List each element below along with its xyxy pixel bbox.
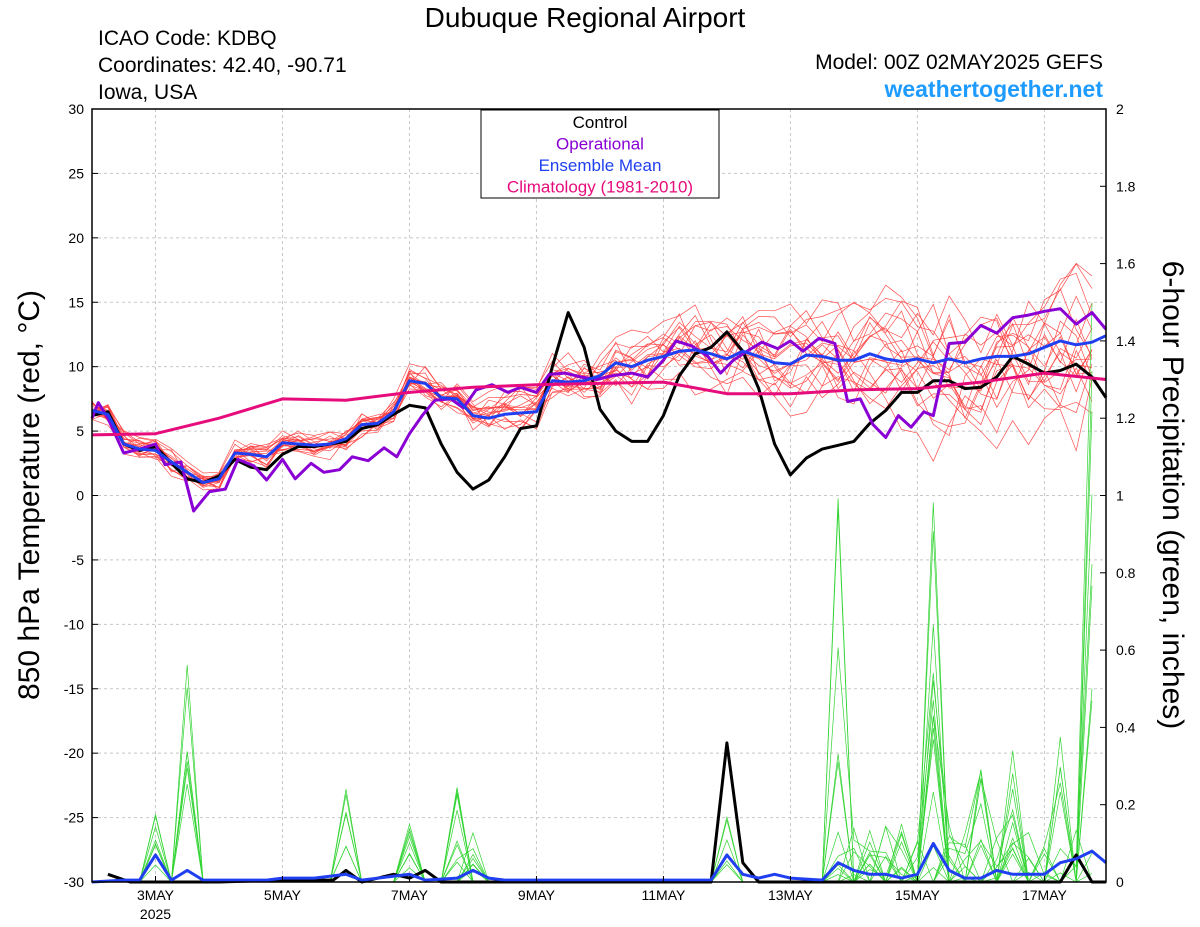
y-tick-label: 15 (68, 294, 84, 310)
precip-member-line (92, 494, 1093, 883)
legend-entry: Climatology (1981-2010) (507, 178, 693, 197)
y2-tick-label: 1.4 (1116, 333, 1136, 349)
y-tick-label: -20 (64, 745, 84, 761)
temp-member-line (91, 272, 1093, 478)
axes: -30-25-20-15-10-505101520253000.20.40.60… (64, 101, 1136, 922)
y2-tick-label: 0.2 (1116, 797, 1136, 813)
y2-tick-label: 1.8 (1116, 178, 1136, 194)
y2-tick-label: 0.8 (1116, 565, 1136, 581)
precip-member-line (92, 778, 1093, 883)
y-tick-label: -5 (72, 552, 85, 568)
x-tick-label: 5MAY (264, 887, 302, 903)
temp-member-line (91, 320, 1093, 491)
x-tick-label: 3MAY (137, 887, 175, 903)
y2-tick-label: 1.6 (1116, 256, 1136, 272)
y2-tick-label: 0 (1116, 874, 1124, 890)
temp-series-line (91, 334, 1107, 485)
x-tick-label: 11MAY (642, 887, 686, 903)
y-tick-label: 5 (76, 423, 84, 439)
temp-series-line (91, 311, 1108, 491)
precip-member-line (92, 508, 1093, 884)
y-tick-label: -30 (64, 874, 84, 890)
x-year-label: 2025 (140, 906, 171, 922)
y-tick-label: 10 (68, 359, 84, 375)
y-tick-label: 25 (68, 165, 84, 181)
legend-entry: Operational (556, 135, 644, 154)
chart-title: Dubuque Regional Airport (424, 2, 746, 33)
y-tick-label: 20 (68, 230, 84, 246)
y2-tick-label: 0.6 (1116, 642, 1136, 658)
precip-series-line (91, 841, 1107, 884)
y2-tick-label: 0.4 (1116, 719, 1136, 735)
legend-entry: Control (573, 113, 628, 132)
site-link[interactable]: weathertogether.net (884, 76, 1103, 102)
temp-series-line (91, 371, 1107, 437)
y-tick-label: -10 (64, 616, 84, 632)
location: Iowa, USA (98, 81, 198, 104)
y-tick-label: 0 (76, 488, 84, 504)
y2-tick-label: 1 (1116, 488, 1124, 504)
y-tick-label: -15 (64, 681, 84, 697)
temp-member-line (91, 313, 1093, 484)
temp-member-line (91, 301, 1093, 483)
y2-tick-label: 2 (1116, 101, 1124, 117)
x-tick-label: 13MAY (768, 887, 814, 903)
x-tick-label: 7MAY (391, 887, 429, 903)
temp-member-line (91, 263, 1093, 481)
precip-member-line (92, 302, 1093, 883)
precip-members (92, 302, 1093, 884)
model-run: Model: 00Z 02MAY2025 GEFS (815, 51, 1103, 74)
x-tick-label: 15MAY (895, 887, 941, 903)
temp-member-line (91, 334, 1093, 481)
y-tick-label: 30 (68, 101, 84, 117)
icao-code: ICAO Code: KDBQ (98, 27, 277, 50)
y2-tick-label: 1.2 (1116, 410, 1136, 426)
x-tick-label: 17MAY (1022, 887, 1068, 903)
legend-entry: Ensemble Mean (539, 156, 662, 175)
x-tick-label: 9MAY (518, 887, 556, 903)
coordinates: Coordinates: 42.40, -90.71 (98, 54, 347, 77)
legend: Control Operational Ensemble Mean Climatolo… (480, 109, 720, 199)
temp-member-line (91, 302, 1093, 487)
y-tick-label: -25 (64, 810, 84, 826)
legend-box (480, 109, 720, 199)
grid (92, 109, 1106, 882)
